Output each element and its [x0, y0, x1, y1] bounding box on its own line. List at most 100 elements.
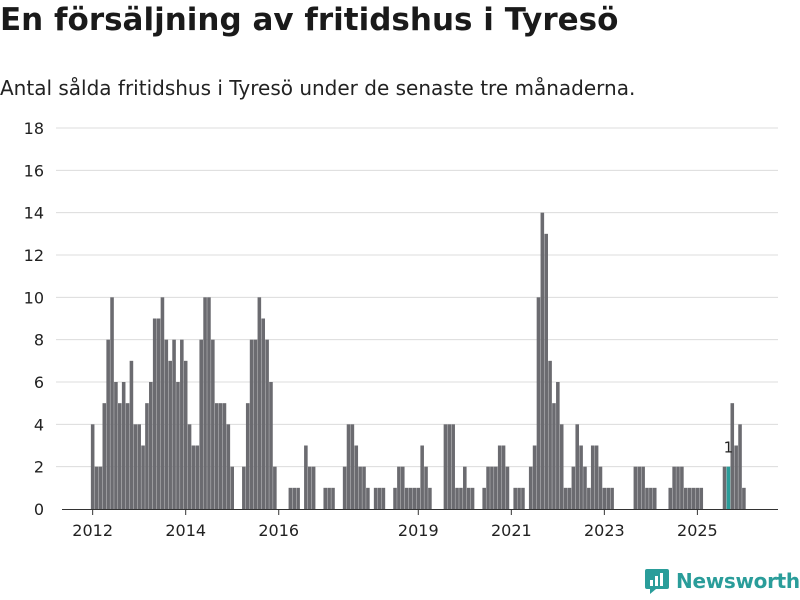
bar [400, 466, 405, 509]
bar [296, 487, 300, 509]
bar [102, 403, 107, 509]
bar [172, 339, 176, 509]
bar [606, 487, 611, 509]
bar [459, 487, 463, 509]
bar [548, 360, 552, 509]
bar [726, 466, 731, 509]
bar [463, 466, 467, 509]
bar [125, 403, 130, 509]
bar [366, 487, 370, 509]
bar [288, 487, 293, 509]
bar [652, 487, 657, 509]
bar [528, 466, 533, 509]
chart-title: En försäljning av fritidshus i Tyresö [0, 2, 619, 38]
data-label: 1 [724, 439, 734, 457]
x-tick-label: 2021 [491, 521, 532, 540]
bar [273, 466, 277, 509]
bar [230, 466, 234, 509]
bar [218, 403, 223, 509]
y-tick-label: 6 [34, 373, 44, 392]
bar [521, 487, 525, 509]
bar [180, 339, 184, 509]
bar [734, 445, 738, 509]
bar [668, 487, 673, 509]
y-tick-label: 8 [34, 331, 44, 350]
bar [323, 487, 328, 509]
bar [424, 466, 428, 509]
bar [583, 466, 587, 509]
bar [455, 487, 459, 509]
bar [563, 487, 568, 509]
bar [443, 424, 448, 509]
bar [214, 403, 219, 509]
bar [137, 424, 141, 509]
bar [556, 382, 560, 509]
bar [346, 424, 351, 509]
y-tick-label: 10 [24, 288, 44, 307]
bar [114, 382, 118, 509]
y-tick-label: 14 [24, 204, 44, 223]
bar [490, 466, 494, 509]
bar [183, 360, 188, 509]
bar [571, 466, 576, 509]
bar [408, 487, 413, 509]
y-tick-label: 18 [24, 119, 44, 138]
bar [486, 466, 490, 509]
bar [377, 487, 382, 509]
bar [447, 424, 452, 509]
bar [482, 487, 486, 509]
x-tick-label: 2023 [584, 521, 625, 540]
bar [683, 487, 688, 509]
bar [141, 445, 145, 509]
bar [121, 382, 126, 509]
bar [245, 403, 250, 509]
bar [699, 487, 704, 509]
bar [649, 487, 653, 509]
bar [176, 382, 180, 509]
bar [226, 424, 231, 509]
x-tick-label: 2016 [258, 521, 299, 540]
newsworthy-logo-icon [645, 569, 669, 594]
brand-name: Newsworthy [676, 569, 800, 593]
bar [466, 487, 471, 509]
bar [532, 445, 537, 509]
bar [191, 445, 196, 509]
bar [676, 466, 680, 509]
bar [207, 297, 211, 509]
bar [242, 466, 246, 509]
bar [94, 466, 99, 509]
bar [517, 487, 521, 509]
y-tick-label: 16 [24, 161, 44, 180]
bar [575, 424, 580, 509]
bar [680, 466, 684, 509]
bar [160, 297, 165, 509]
bar [156, 318, 161, 509]
bar [540, 212, 545, 510]
bar [292, 487, 297, 509]
bar [552, 403, 556, 509]
bar [381, 487, 386, 509]
bar [536, 297, 541, 509]
bar [544, 233, 548, 509]
bar [587, 487, 591, 509]
bar [742, 487, 746, 509]
bar [187, 424, 192, 509]
y-tick-label: 2 [34, 458, 44, 477]
bar [257, 297, 262, 509]
bar [311, 466, 316, 509]
bar [513, 487, 517, 509]
x-tick-label: 2014 [165, 521, 206, 540]
bar [412, 487, 417, 509]
brand-logo: Newsworthy [644, 567, 800, 595]
bar [470, 487, 475, 509]
bar [637, 466, 642, 509]
bar [695, 487, 700, 509]
bar [602, 487, 607, 509]
bar [350, 424, 355, 509]
bar [738, 424, 742, 509]
bar [598, 466, 603, 509]
bar [106, 339, 110, 509]
bar [559, 424, 564, 509]
bar [269, 382, 273, 509]
